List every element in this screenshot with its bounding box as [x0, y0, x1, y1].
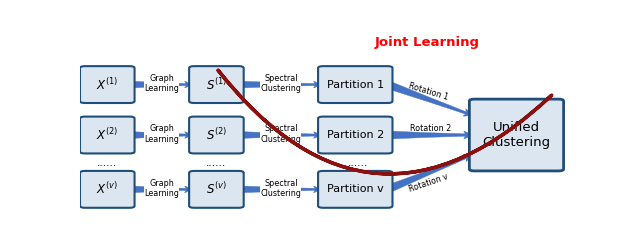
Text: Joint Learning: Joint Learning: [374, 36, 480, 49]
FancyBboxPatch shape: [80, 117, 134, 153]
FancyBboxPatch shape: [189, 66, 244, 103]
FancyBboxPatch shape: [318, 171, 392, 208]
Text: Partition 1: Partition 1: [326, 80, 384, 89]
Text: ......: ......: [206, 158, 227, 168]
Text: Unified
Clustering: Unified Clustering: [483, 121, 550, 149]
FancyBboxPatch shape: [80, 66, 134, 103]
Text: Spectral
Clustering: Spectral Clustering: [260, 179, 301, 198]
FancyBboxPatch shape: [189, 171, 244, 208]
Text: Partition 2: Partition 2: [326, 130, 384, 140]
FancyArrowPatch shape: [218, 70, 552, 174]
Text: Rotation 2: Rotation 2: [410, 124, 452, 133]
Text: Partition v: Partition v: [327, 184, 383, 194]
Text: Spectral
Clustering: Spectral Clustering: [260, 124, 301, 144]
Text: ......: ......: [97, 158, 117, 168]
Text: $S^{(v)}$: $S^{(v)}$: [206, 181, 227, 197]
Text: $S^{(2)}$: $S^{(2)}$: [205, 127, 227, 143]
FancyBboxPatch shape: [318, 117, 392, 153]
Text: Rotation 1: Rotation 1: [408, 81, 449, 102]
Text: $S^{(1)}$: $S^{(1)}$: [205, 77, 227, 92]
Text: $X^{(v)}$: $X^{(v)}$: [96, 181, 118, 197]
Text: Spectral
Clustering: Spectral Clustering: [260, 74, 301, 93]
FancyBboxPatch shape: [318, 66, 392, 103]
Text: ......: ......: [348, 158, 368, 168]
Text: Graph
Learning: Graph Learning: [145, 74, 179, 93]
FancyBboxPatch shape: [80, 171, 134, 208]
Text: $X^{(1)}$: $X^{(1)}$: [96, 77, 118, 92]
Text: $X^{(2)}$: $X^{(2)}$: [96, 127, 118, 143]
FancyBboxPatch shape: [189, 117, 244, 153]
Text: Graph
Learning: Graph Learning: [145, 124, 179, 144]
Text: Graph
Learning: Graph Learning: [145, 179, 179, 198]
Text: Rotation v: Rotation v: [408, 172, 449, 194]
FancyBboxPatch shape: [469, 99, 564, 171]
